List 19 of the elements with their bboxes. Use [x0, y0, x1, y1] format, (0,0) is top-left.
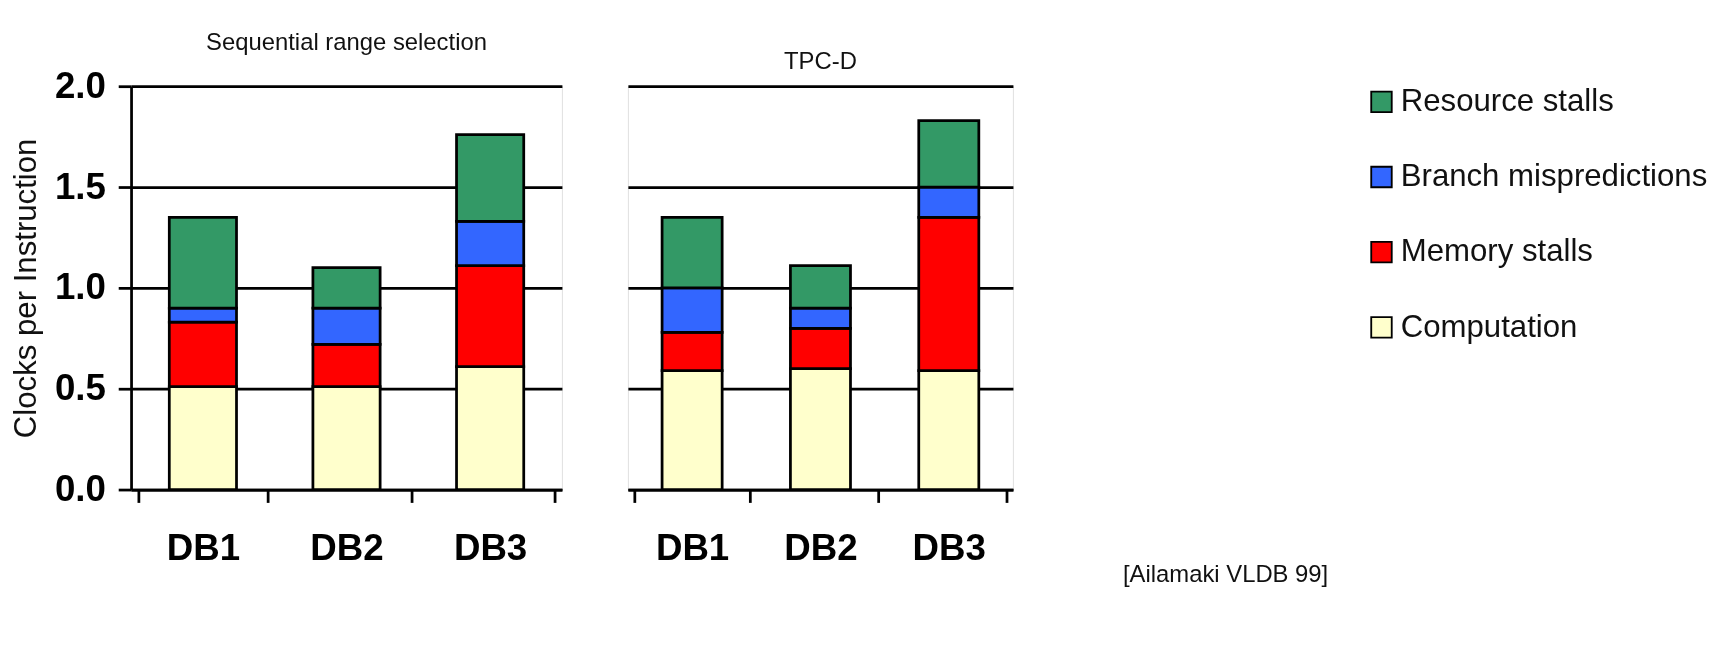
y-axis-title: Clocks per Instruction — [7, 138, 43, 439]
chart-title: TPC-D — [784, 46, 857, 74]
y-tick-label: 0.5 — [54, 367, 106, 409]
x-tick-label: DB2 — [784, 526, 858, 568]
y-tick-label: 1.5 — [54, 165, 106, 207]
x-tick-label: DB1 — [166, 526, 241, 568]
x-tick-label: DB3 — [453, 526, 528, 568]
legend-label: Resource stalls — [1400, 82, 1614, 118]
legend-label: Computation — [1400, 308, 1578, 344]
chart-title: Sequential range selection — [206, 28, 487, 56]
text: [Ailamaki VLDB 99] — [1122, 560, 1329, 588]
x-tick-label: DB3 — [912, 526, 986, 568]
x-tick-label: DB1 — [655, 526, 730, 568]
y-tick-label: 1.0 — [54, 266, 106, 308]
x-tick-label: DB2 — [310, 526, 384, 568]
y-tick-label: 0.0 — [54, 468, 106, 510]
legend-label: Memory stalls — [1400, 233, 1593, 269]
legend-label: Branch mispredictions — [1400, 158, 1708, 194]
y-tick-label: 2.0 — [54, 64, 106, 106]
